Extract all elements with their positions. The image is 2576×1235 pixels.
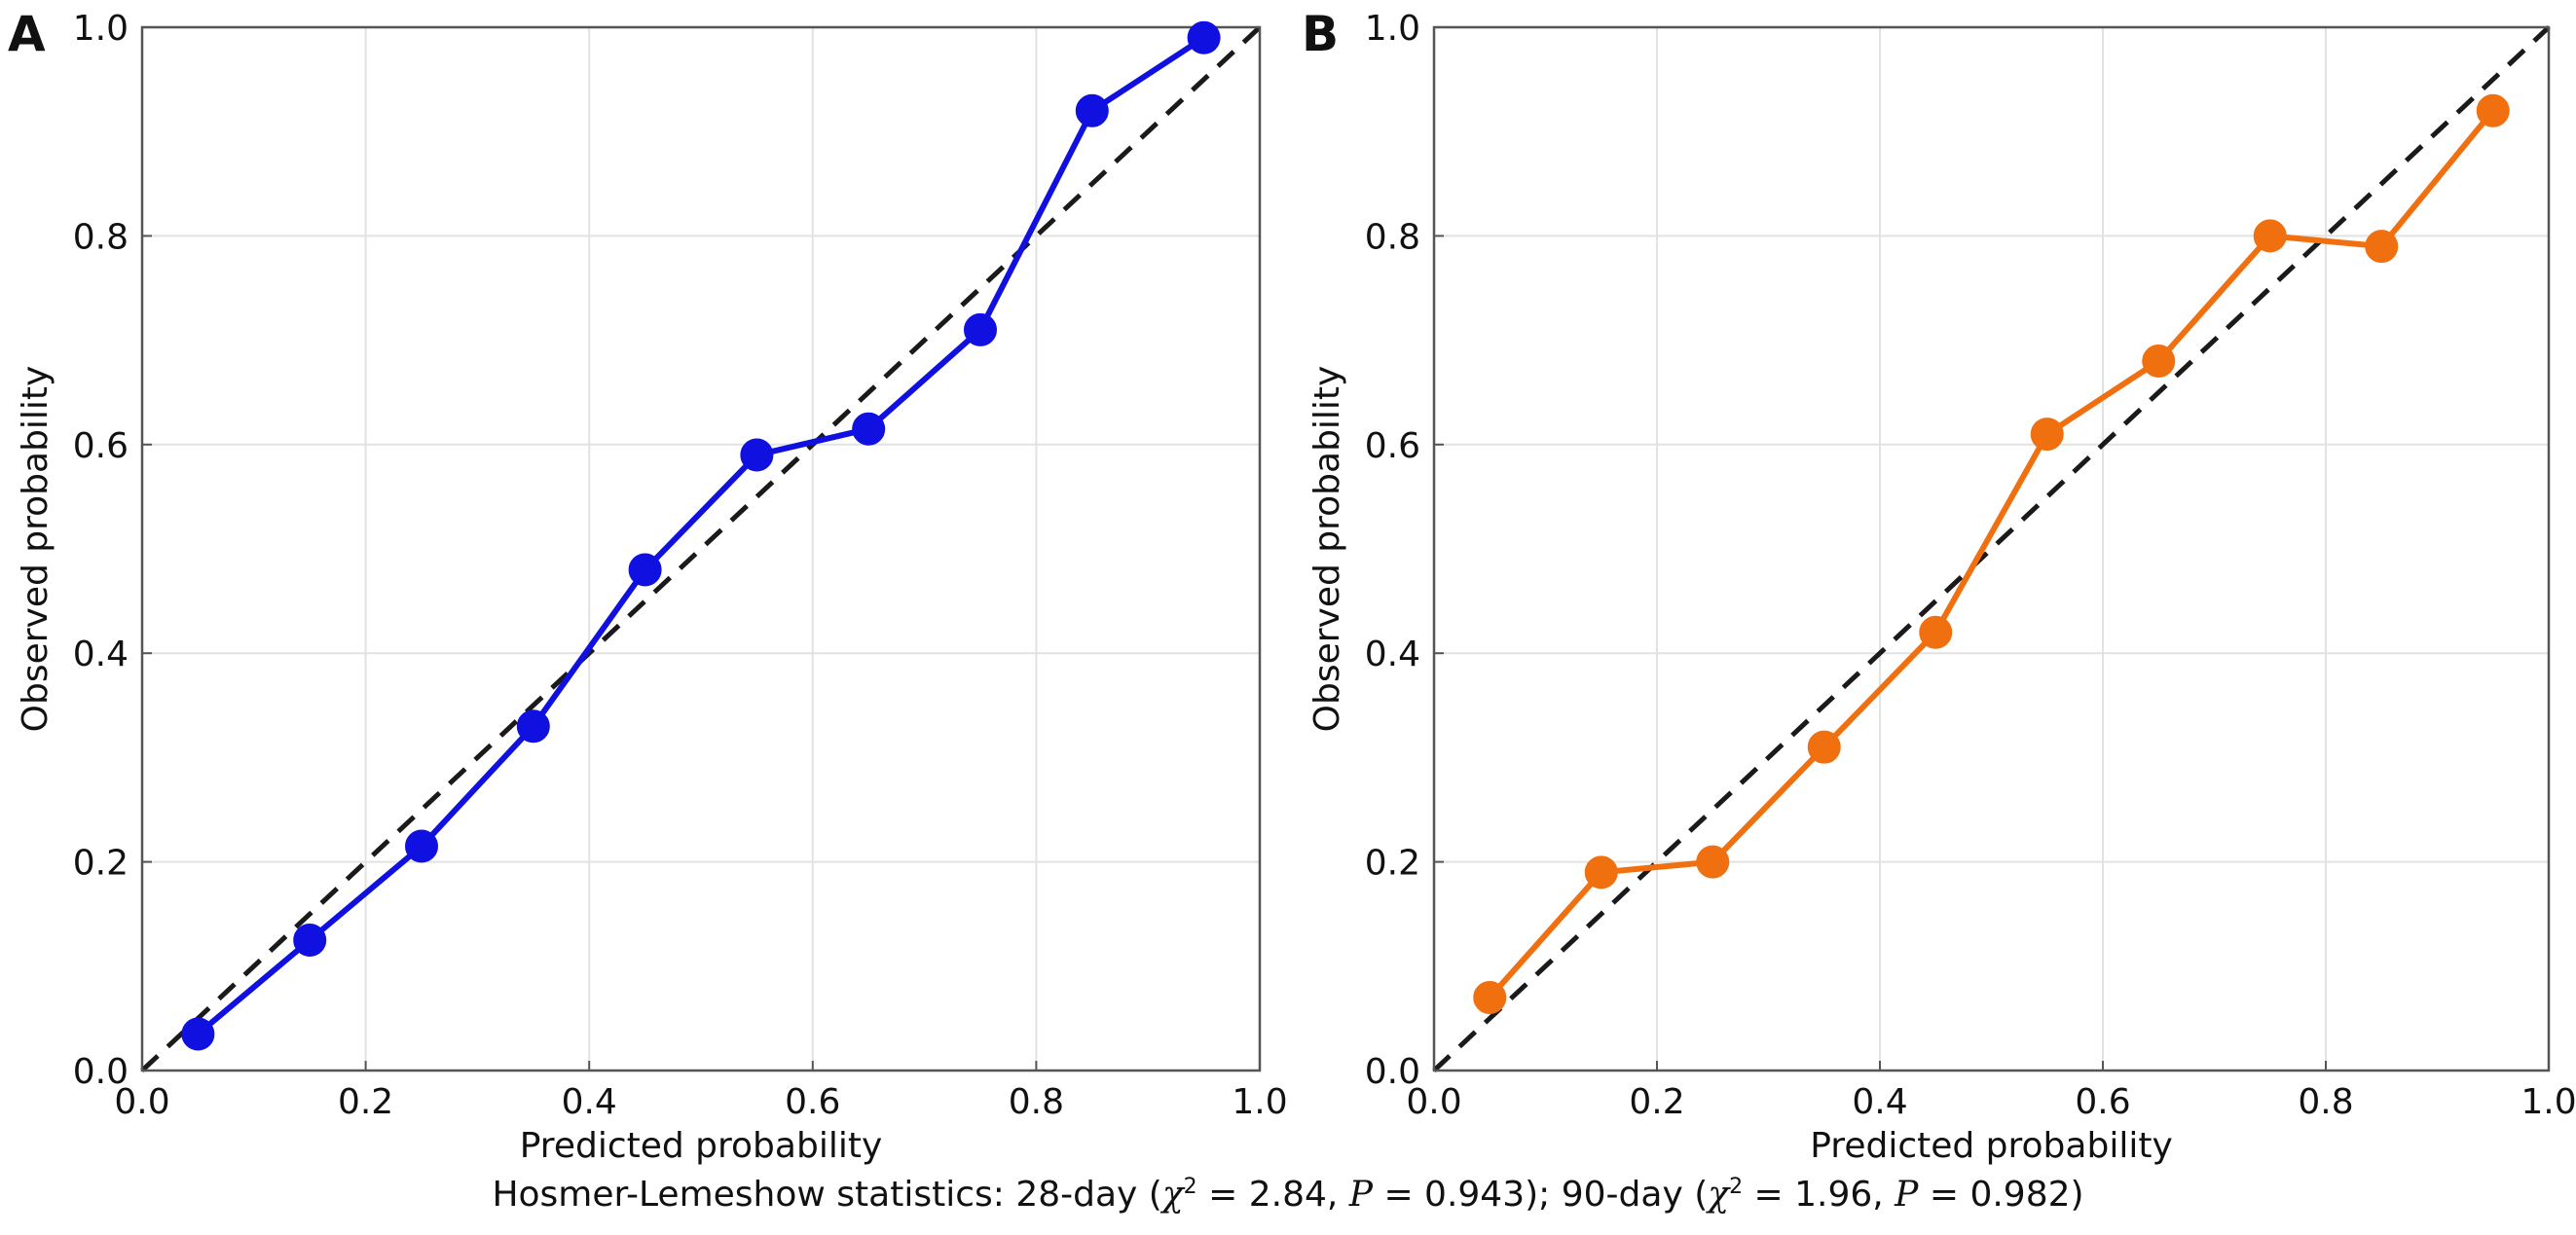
data-point: [1187, 20, 1221, 54]
data-point: [2253, 219, 2287, 253]
hosmer-lemeshow-caption: Hosmer-Lemeshow statistics: 28-day (χ2 =…: [0, 1175, 2576, 1215]
reference-diagonal-line: [1432, 25, 2551, 1072]
data-point: [1919, 615, 1953, 649]
x-tick-label: 0.2: [1629, 1082, 1684, 1122]
x-tick-label: 0.2: [338, 1082, 393, 1122]
y-axis-title: Observed probability: [16, 366, 55, 733]
chart-panel-b: 0.0 0.2 0.4 0.6 0.8 1.0 0.0 0.2 0.4 0.6 0.8 1.0 Pred…: [1302, 6, 2576, 1166]
data-point: [1807, 730, 1841, 764]
data-point: [2030, 418, 2064, 452]
data-point: [2142, 345, 2176, 379]
y-tick-label: 0.4: [1365, 635, 1420, 674]
x-axis-title: Predicted probability: [520, 1126, 883, 1166]
data-point: [1473, 980, 1507, 1014]
y-tick-label: 0.2: [73, 844, 129, 884]
x-tick-label: 0.8: [1009, 1082, 1064, 1122]
data-point: [1584, 855, 1618, 890]
caption-90day-stat: = 1.96,: [1743, 1175, 1895, 1215]
calibration-series-line: [196, 35, 1206, 1036]
y-tick-label: 0.8: [73, 217, 129, 257]
panel-label-b: B: [1302, 6, 1339, 62]
y-tick-label: 1.0: [1365, 9, 1420, 49]
y-tick-label: 0.8: [1365, 217, 1420, 257]
x-tick-label: 1.0: [1232, 1082, 1287, 1122]
data-point: [2476, 93, 2510, 127]
calibration-series-line: [1488, 108, 2496, 999]
y-tick-label: 1.0: [73, 9, 129, 49]
y-tick-label: 0.4: [73, 635, 129, 674]
x-tick-label: 0.4: [1852, 1082, 1907, 1122]
chi-symbol: χ: [1161, 1175, 1184, 1215]
plot-frame: [140, 25, 1262, 1072]
chi-superscript: 2: [1183, 1175, 1197, 1199]
y-tick-label: 0.6: [1365, 426, 1420, 466]
chart-panel-a: 0.0 0.2 0.4 0.6 0.8 1.0 0.0 0.2 0.4 0.6 0.8 1.0 Pred…: [8, 6, 1288, 1166]
p-symbol: P: [1895, 1175, 1919, 1215]
x-tick-label: 0.6: [785, 1082, 840, 1122]
data-point: [1696, 845, 1730, 879]
x-axis-title: Predicted probability: [1810, 1126, 2173, 1166]
chi-superscript: 2: [1729, 1175, 1744, 1199]
p-symbol: P: [1348, 1175, 1373, 1215]
data-point: [516, 709, 550, 744]
x-tick-label: 0.6: [2075, 1082, 2130, 1122]
data-point: [740, 438, 774, 472]
y-tick-label: 0.6: [73, 426, 129, 466]
data-point: [964, 312, 997, 346]
data-point: [628, 553, 662, 587]
x-tick-label: 1.0: [2521, 1082, 2576, 1122]
data-point: [181, 1017, 215, 1051]
caption-90day-p: = 0.982): [1918, 1175, 2084, 1215]
data-point: [405, 829, 438, 863]
plot-frame: [1432, 25, 2551, 1072]
y-tick-label: 0.0: [73, 1052, 129, 1092]
data-point: [293, 924, 327, 957]
y-tick-label: 0.2: [1365, 844, 1420, 884]
panel-label-a: A: [8, 6, 46, 62]
chi-symbol: χ: [1708, 1175, 1730, 1215]
x-tick-label: 0.4: [562, 1082, 617, 1122]
reference-diagonal-line: [140, 25, 1262, 1072]
caption-28day-p: = 0.943); 90-day (: [1373, 1175, 1709, 1215]
y-tick-label: 0.0: [1365, 1052, 1420, 1092]
x-tick-label: 0.8: [2298, 1082, 2353, 1122]
caption-28day-stat: = 2.84,: [1196, 1175, 1349, 1215]
x-tick-label: 0.0: [114, 1082, 169, 1122]
caption-prefix: Hosmer-Lemeshow statistics: 28-day (: [492, 1175, 1162, 1215]
data-point: [2365, 230, 2399, 264]
y-axis-title: Observed probability: [1307, 366, 1347, 733]
x-tick-label: 0.0: [1406, 1082, 1461, 1122]
data-point: [1075, 93, 1109, 127]
data-point: [852, 412, 886, 446]
